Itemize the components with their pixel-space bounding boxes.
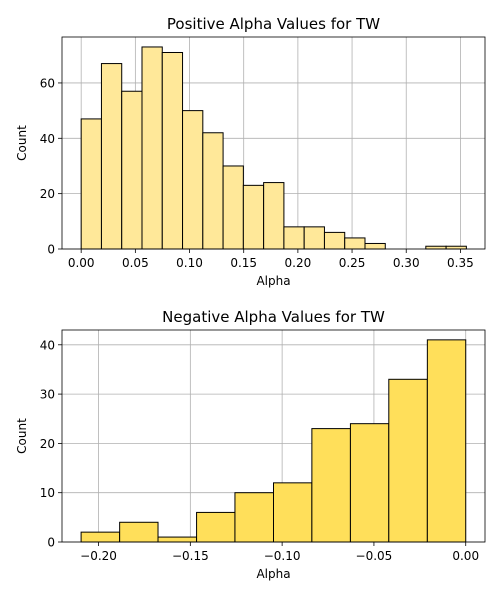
histogram-bar — [445, 245, 467, 250]
histogram-bar — [222, 165, 244, 250]
histogram-bar — [311, 428, 351, 543]
plot-frame — [61, 36, 486, 250]
histogram-bar — [242, 184, 265, 250]
histogram-bar — [202, 132, 224, 250]
y-axis-label: Count — [15, 125, 29, 161]
histogram-bar — [234, 492, 274, 543]
x-tick-label: 0.15 — [230, 256, 257, 270]
y-tick-label: 20 — [40, 187, 55, 201]
y-tick-label: 30 — [40, 388, 55, 402]
y-axis-label: Count — [15, 418, 29, 454]
histogram-bar — [161, 51, 184, 250]
x-tick-label: −0.05 — [356, 549, 393, 563]
histogram-bar — [196, 511, 236, 543]
y-tick-label: 0 — [47, 536, 55, 550]
y-tick-label: 10 — [40, 486, 55, 500]
chart-title: Positive Alpha Values for TW — [167, 15, 380, 33]
x-tick-label: 0.20 — [285, 256, 312, 270]
histogram-bar — [157, 536, 198, 543]
histogram-bar — [80, 531, 121, 543]
histogram-bar — [426, 339, 467, 543]
positive-alpha-histogram: 0.00 0.05 0.10 0.15 0.20 0.25 0.30 0.35 0 20 40 60 P… — [15, 15, 486, 288]
histogram-bar — [349, 423, 390, 543]
negative-alpha-histogram: −0.20 −0.15 −0.10 −0.05 0.00 0 10 20 30 40 Negativ… — [15, 308, 486, 581]
histogram-bar — [303, 226, 325, 250]
histogram-bar — [182, 110, 204, 250]
histogram-bar — [119, 521, 159, 543]
x-tick-label: 0.10 — [176, 256, 203, 270]
x-tick-label: 0.35 — [447, 256, 474, 270]
x-tick-label: −0.20 — [80, 549, 117, 563]
x-tick-label: 0.00 — [68, 256, 95, 270]
x-tick-label: −0.15 — [172, 549, 209, 563]
histogram-bar — [263, 182, 285, 250]
histogram-bar — [425, 245, 447, 250]
y-tick-label: 40 — [40, 132, 55, 146]
x-tick-label: 0.00 — [452, 549, 479, 563]
histogram-bar — [344, 237, 366, 250]
histogram-bar — [141, 46, 163, 250]
y-tick-label: 0 — [47, 243, 55, 257]
x-tick-label: 0.30 — [393, 256, 420, 270]
histogram-bar — [364, 242, 386, 250]
plot-frame — [61, 329, 486, 543]
histogram-bar — [100, 63, 123, 250]
x-tick-label: 0.05 — [122, 256, 149, 270]
histogram-bar — [273, 482, 313, 543]
chart-title: Negative Alpha Values for TW — [162, 308, 385, 326]
histogram-bar — [283, 226, 305, 250]
histogram-bar — [388, 378, 428, 543]
x-axis-label: Alpha — [256, 274, 290, 288]
y-tick-label: 20 — [40, 437, 55, 451]
histogram-bar — [80, 118, 102, 250]
x-tick-label: −0.10 — [264, 549, 301, 563]
x-axis-label: Alpha — [256, 567, 290, 581]
y-tick-label: 60 — [40, 76, 55, 90]
histogram-bar — [121, 90, 143, 250]
x-tick-label: 0.25 — [339, 256, 366, 270]
histogram-bar — [323, 231, 346, 250]
y-tick-label: 40 — [40, 338, 55, 352]
